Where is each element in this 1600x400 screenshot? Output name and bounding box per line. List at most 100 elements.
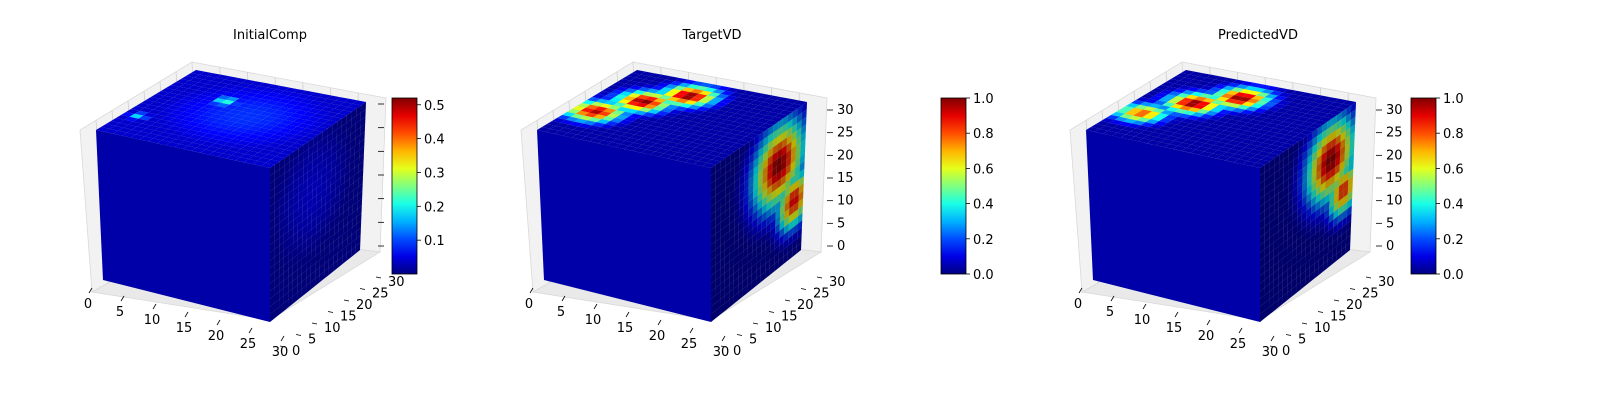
y-tick-label: 0 [1282,344,1290,359]
x-tick-label: 25 [1230,337,1247,352]
x-tick-mark [1238,327,1243,334]
z-tick-label: 5 [837,216,845,231]
cube-top-face [536,69,808,169]
x-tick-label: 30 [1262,345,1279,360]
y-tick-label: 0 [733,344,741,359]
y-tick-label: 5 [749,333,757,348]
x-tick-label: 25 [240,337,257,352]
y-tick-label: 25 [372,287,389,302]
y-tick-label: 10 [324,321,341,336]
colorbar-gradient [1410,97,1437,275]
colorbar-tick-label: 0.6 [973,162,994,177]
y-tick-label: 20 [797,298,814,313]
top-voxel [701,162,717,169]
y-tick-label: 30 [1378,275,1395,290]
x-tick-label: 5 [116,305,124,320]
y-tick-label: 25 [813,287,830,302]
x-tick-label: 30 [713,345,730,360]
y-tick-label: 10 [1314,321,1331,336]
y-tick-mark [784,299,791,302]
colorbar-tick-label: 0.4 [1443,198,1464,213]
y-tick-mark [311,322,318,325]
z-tick-label: 20 [1386,148,1403,163]
panel-title: InitialComp [233,28,307,43]
y-tick-mark [359,288,366,290]
colorbar-tick-label: 0.8 [973,127,994,142]
cube-top-face [95,69,367,169]
y-tick-label: 25 [1362,287,1379,302]
x-tick-label: 25 [681,337,698,352]
cube-side-face [1259,101,1357,323]
z-tick-label: 0 [1386,239,1394,254]
y-tick-label: 5 [308,333,316,348]
y-tick-label: 20 [1346,298,1363,313]
x-tick-mark [593,303,598,310]
y-tick-mark [375,276,382,279]
y-tick-mark [295,334,302,336]
z-tick-label: 10 [837,194,854,209]
colorbar-tick-label: 0.8 [1443,127,1464,142]
side-shade [270,102,366,322]
y-tick-mark [343,299,350,302]
x-tick-label: 15 [617,321,634,336]
colorbar: 0.0 0.2 0.4 0.6 0.8 1.0 [1410,92,1464,283]
x-tick-mark [216,319,221,326]
y-tick-label: 5 [1298,333,1306,348]
panel-title: PredictedVD [1218,28,1298,43]
panel-title: TargetVD [681,28,741,43]
z-tick-label: 30 [1386,103,1403,118]
z-tick-label: 10 [1386,194,1403,209]
colorbar-tick-label: 0.4 [973,198,994,213]
y-tick-mark [1333,299,1340,302]
x-tick-label: 20 [208,329,225,344]
x-tick-label: 20 [649,329,666,344]
x-tick-mark [184,311,189,318]
colorbar-tick-label: 0.6 [1443,162,1464,177]
top-voxel [260,162,276,169]
y-tick-mark [800,288,807,290]
side-voxel [796,242,802,254]
y-tick-mark [736,334,743,336]
x-tick-mark [1206,319,1211,326]
x-tick-mark [120,295,125,302]
colorbar-tick-label: 0.1 [424,234,445,249]
colorbar-tick-label: 0.2 [424,200,445,215]
x-tick-mark [657,319,662,326]
x-tick-mark [1142,303,1147,310]
y-tick-label: 30 [388,275,405,290]
y-tick-mark [1317,311,1324,313]
x-tick-mark [152,303,157,310]
y-tick-label: 15 [781,310,798,325]
x-tick-mark [625,311,630,318]
colorbar-tick-label: 0.4 [424,133,445,148]
x-tick-label: 30 [272,345,289,360]
x-tick-label: 5 [1106,305,1114,320]
z-tick-label: 30 [837,103,854,118]
z-tick-label: 5 [1386,216,1394,231]
y-tick-label: 10 [765,321,782,336]
x-tick-mark [689,327,694,334]
z-tick-label: 15 [837,171,854,186]
y-tick-mark [327,311,334,313]
y-tick-label: 15 [1330,310,1347,325]
y-tick-mark [1365,276,1372,279]
colorbar-tick-label: 1.0 [1443,92,1464,107]
x-tick-label: 10 [1134,313,1151,328]
x-tick-label: 0 [525,297,533,312]
colorbar-tick-label: 0.2 [973,233,994,248]
x-tick-label: 10 [585,313,602,328]
x-tick-label: 20 [1198,329,1215,344]
z-tick-label: 25 [837,126,854,141]
cube-front-face [96,130,270,322]
y-tick-mark [279,345,286,348]
x-tick-mark [561,295,566,302]
colorbar: 0.1 0.2 0.3 0.4 0.5 [391,97,445,275]
y-tick-mark [1285,334,1292,336]
x-tick-mark [1270,335,1275,342]
cube-front-face [1086,130,1260,322]
y-tick-label: 30 [829,275,846,290]
y-tick-label: 15 [340,310,357,325]
z-tick-label: 25 [1386,126,1403,141]
